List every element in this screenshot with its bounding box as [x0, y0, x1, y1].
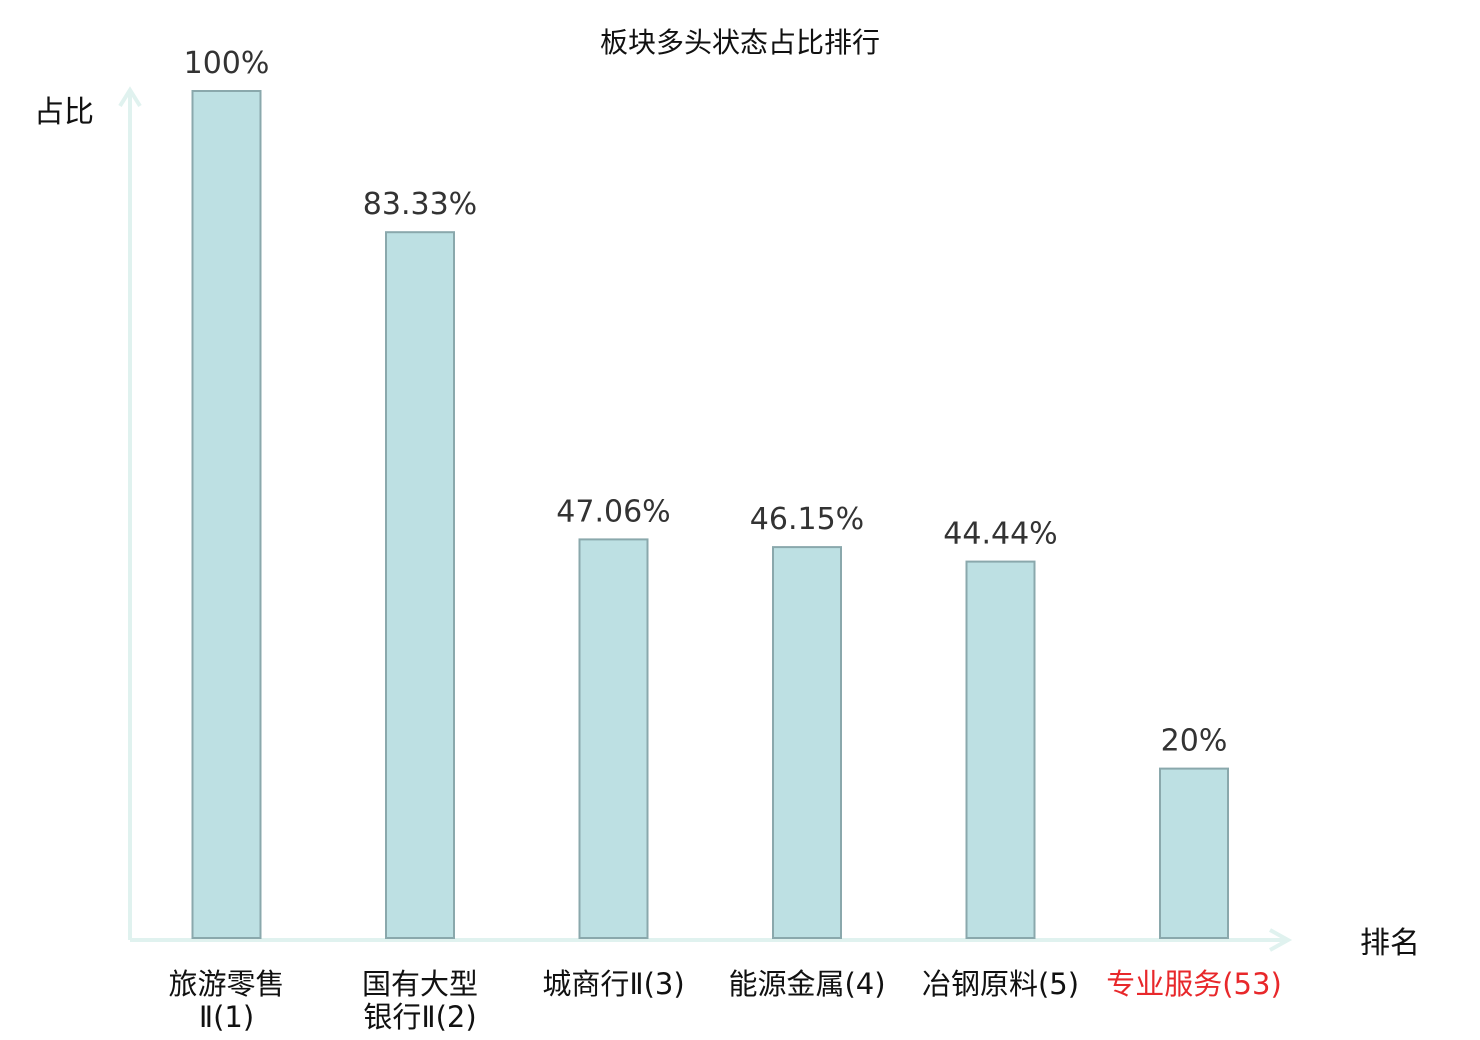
chart-title: 板块多头状态占比排行: [600, 26, 880, 59]
value-label-4: 46.15%: [750, 502, 864, 537]
value-label-3: 47.06%: [556, 494, 670, 529]
value-label-1: 100%: [184, 46, 270, 81]
x-axis-label: 排名: [1360, 926, 1420, 961]
category-label-1-line-2: Ⅱ(1): [199, 1000, 254, 1034]
bar-3: [578, 538, 649, 939]
category-label-2-line-1: 国有大型: [362, 967, 478, 1001]
bar-6: [1159, 767, 1229, 939]
category-label-2-line-2: 银行Ⅱ(2): [363, 1000, 476, 1034]
category-label-1-line-1: 旅游零售: [168, 967, 284, 1001]
value-label-5: 44.44%: [943, 517, 1057, 552]
category-label-4: 能源金属(4): [728, 967, 885, 1001]
value-labels-group: 100% 83.33% 47.06% 46.15% 44.44% 20%: [184, 46, 1228, 759]
value-label-6: 20%: [1161, 724, 1228, 759]
bar-4: [772, 546, 842, 939]
x-axis-arrow: [1269, 928, 1293, 952]
bar-5: [965, 560, 1036, 939]
bar-1: [191, 90, 262, 939]
category-label-6: 专业服务(53): [1106, 967, 1282, 1001]
value-label-2: 83.33%: [363, 187, 477, 222]
bar-2: [385, 231, 455, 940]
bars-group: [191, 90, 1229, 940]
category-label-5: 冶钢原料(5): [922, 967, 1079, 1001]
y-axis-arrow: [118, 86, 142, 108]
axes: [118, 86, 1293, 952]
category-label-3: 城商行Ⅱ(3): [542, 967, 684, 1001]
y-axis-label: 占比: [34, 95, 94, 130]
